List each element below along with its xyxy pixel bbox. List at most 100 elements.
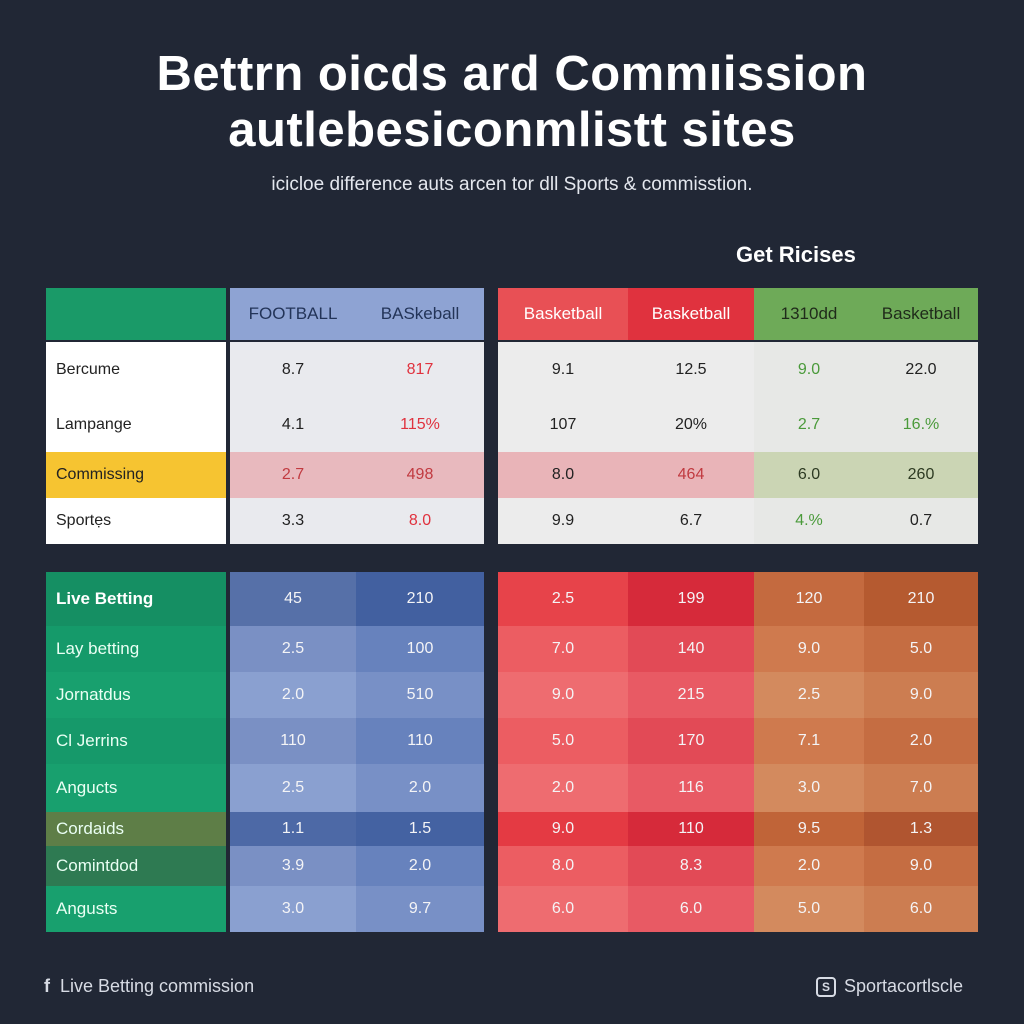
top-cell: 107 xyxy=(498,398,628,452)
bottom-cell: 110 xyxy=(230,718,356,764)
bottom-cell: 170 xyxy=(628,718,754,764)
top-cell: 9.1 xyxy=(498,342,628,398)
bottom-cell: 110 xyxy=(356,718,484,764)
bottom-cell: 9.0 xyxy=(498,672,628,718)
top-cell: 4.% xyxy=(754,498,864,544)
top-cell: 6.0 xyxy=(754,452,864,498)
bottom-row-label: Angucts xyxy=(46,764,226,812)
top-cell: 8.0 xyxy=(498,452,628,498)
bottom-cell: 199 xyxy=(628,572,754,626)
top-cell: 20% xyxy=(628,398,754,452)
bottom-cell: 210 xyxy=(864,572,978,626)
bottom-row-label: Lay betting xyxy=(46,626,226,672)
top-cell: 16.% xyxy=(864,398,978,452)
bottom-cell: 2.0 xyxy=(230,672,356,718)
top-cell: 22.0 xyxy=(864,342,978,398)
bottom-cell: 210 xyxy=(356,572,484,626)
bottom-cell: 100 xyxy=(356,626,484,672)
bottom-cell: 7.0 xyxy=(498,626,628,672)
bottom-cell: 116 xyxy=(628,764,754,812)
bottom-cell: 6.0 xyxy=(864,886,978,932)
bottom-cell: 7.0 xyxy=(864,764,978,812)
bottom-cell: 3.9 xyxy=(230,846,356,886)
footer-left[interactable]: f Live Betting commission xyxy=(44,976,254,997)
footer-right-text: Sportacortlscle xyxy=(844,976,964,996)
page-subtitle: icicloe difference auts arcen tor dll Sp… xyxy=(271,174,753,195)
bottom-cell: 1.5 xyxy=(356,812,484,846)
top-cell: 817 xyxy=(356,342,484,398)
top-cell: 8.0 xyxy=(356,498,484,544)
top-header-1: FOOTBALL xyxy=(230,288,356,340)
bottom-cell: 215 xyxy=(628,672,754,718)
bottom-cell: 2.5 xyxy=(498,572,628,626)
bottom-row-label: Cordaids xyxy=(46,812,226,846)
get-prices-heading[interactable]: Get Ricises xyxy=(736,242,856,267)
top-cell: 115% xyxy=(356,398,484,452)
bottom-cell: 8.0 xyxy=(498,846,628,886)
bottom-cell: 2.0 xyxy=(498,764,628,812)
top-cell: 498 xyxy=(356,452,484,498)
top-cell: 4.1 xyxy=(230,398,356,452)
bottom-row-label: Comintdod xyxy=(46,846,226,886)
bottom-cell: 2.0 xyxy=(356,846,484,886)
top-header-0 xyxy=(46,288,226,340)
page-title-line2: autlebesiconmlistt sites xyxy=(228,103,796,157)
bottom-row-label: Jornatdus xyxy=(46,672,226,718)
top-cell: 6.7 xyxy=(628,498,754,544)
top-header-3: Basketball xyxy=(498,288,628,340)
bottom-cell: 7.1 xyxy=(754,718,864,764)
bottom-cell: 6.0 xyxy=(498,886,628,932)
top-cell: 2.7 xyxy=(754,398,864,452)
bottom-cell: 2.0 xyxy=(754,846,864,886)
top-header-6: Basketball xyxy=(864,288,978,340)
top-cell: 2.7 xyxy=(230,452,356,498)
bottom-cell: 9.0 xyxy=(754,626,864,672)
bottom-cell: 2.5 xyxy=(230,626,356,672)
top-header-4: Basketball xyxy=(628,288,754,340)
bottom-cell: 1.1 xyxy=(230,812,356,846)
bottom-cell: 120 xyxy=(754,572,864,626)
top-cell: 260 xyxy=(864,452,978,498)
footer-left-text: Live Betting commission xyxy=(60,976,255,996)
bottom-cell: 9.0 xyxy=(498,812,628,846)
bottom-cell: 9.0 xyxy=(864,672,978,718)
bottom-cell: 510 xyxy=(356,672,484,718)
top-cell: 12.5 xyxy=(628,342,754,398)
bottom-cell: 110 xyxy=(628,812,754,846)
bottom-cell: 9.5 xyxy=(754,812,864,846)
bottom-cell: 3.0 xyxy=(754,764,864,812)
top-cell: 464 xyxy=(628,452,754,498)
top-cell: 3.3 xyxy=(230,498,356,544)
bottom-row-label: Cl Jerrins xyxy=(46,718,226,764)
bottom-cell: 9.0 xyxy=(864,846,978,886)
top-cell: 0.7 xyxy=(864,498,978,544)
top-header-5: 1310dd xyxy=(754,288,864,340)
top-cell: 8.7 xyxy=(230,342,356,398)
bottom-cell: 3.0 xyxy=(230,886,356,932)
top-row-label: Lampange xyxy=(46,398,226,452)
bottom-cell: 6.0 xyxy=(628,886,754,932)
bottom-row-label: Angusts xyxy=(46,886,226,932)
bottom-cell: 2.5 xyxy=(230,764,356,812)
bottom-cell: 2.0 xyxy=(356,764,484,812)
bottom-cell: 8.3 xyxy=(628,846,754,886)
bottom-cell: 45 xyxy=(230,572,356,626)
bottom-cell: 5.0 xyxy=(498,718,628,764)
bottom-cell: 5.0 xyxy=(754,886,864,932)
footer-right[interactable]: S Sportacortlscle xyxy=(816,976,963,997)
top-row-label: Sportẹs xyxy=(46,498,226,544)
top-cell: 9.9 xyxy=(498,498,628,544)
top-header-2: BASkeball xyxy=(356,288,484,340)
bottom-cell: 2.5 xyxy=(754,672,864,718)
top-row-label: Commissing xyxy=(46,452,226,498)
page-title-line1: Bettrn oicds ard Commıission xyxy=(156,47,868,101)
bottom-cell: 140 xyxy=(628,626,754,672)
brand-icon: S xyxy=(816,976,836,997)
top-row-label: Bercume xyxy=(46,342,226,398)
bottom-cell: 1.3 xyxy=(864,812,978,846)
top-cell: 9.0 xyxy=(754,342,864,398)
bottom-cell: 2.0 xyxy=(864,718,978,764)
bottom-cell: 9.7 xyxy=(356,886,484,932)
bottom-cell: 5.0 xyxy=(864,626,978,672)
facebook-icon[interactable]: f xyxy=(44,976,50,996)
